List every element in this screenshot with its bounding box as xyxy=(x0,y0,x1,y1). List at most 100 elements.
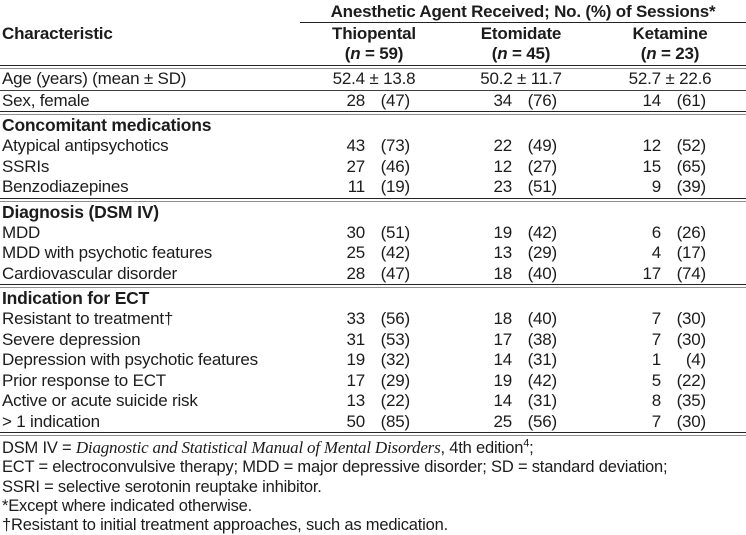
cell-value: 50 (85) xyxy=(300,412,448,432)
cell-count: 22 xyxy=(493,136,512,156)
cell-percent: (53) xyxy=(380,329,411,349)
cell-value: 33 (56) xyxy=(300,309,448,329)
cell-percent: (30) xyxy=(676,329,707,349)
cell-value: 5 (22) xyxy=(594,371,746,391)
cell-percent: (74) xyxy=(676,263,707,283)
cell-value: 14 (61) xyxy=(594,91,746,111)
cell-count: 28 xyxy=(346,90,365,110)
cell-count: 4 xyxy=(651,243,661,263)
section-separator-rule xyxy=(0,284,746,288)
cell-count: 23 xyxy=(493,177,512,197)
cell-count: 18 xyxy=(493,263,512,283)
row-label: Depression with psychotic features xyxy=(2,350,258,369)
table-row: Cardiovascular disorder 28 (47) 18 (40) 17 (74… xyxy=(0,264,746,285)
footnote-reference-superscript: 4 xyxy=(523,437,530,450)
column-header-etomidate: Etomidate (n = 45) xyxy=(448,24,594,64)
cell-value: 25 (56) xyxy=(448,412,594,432)
table-row: Atypical antipsychotics 43 (73) 22 (49) 12 (52… xyxy=(0,136,746,157)
cell-count: 19 xyxy=(493,222,512,242)
cell-percent: (29) xyxy=(380,370,411,390)
cell-count: 7 xyxy=(651,309,661,329)
cell-count: 28 xyxy=(346,263,365,283)
cell-percent: (76) xyxy=(527,90,558,110)
cell-value: 28 (47) xyxy=(300,91,448,111)
cell-value: 27 (46) xyxy=(300,157,448,177)
cell-value: 4 (17) xyxy=(594,243,746,263)
cell-percent: (31) xyxy=(527,350,558,370)
span-header: Anesthetic Agent Received; No. (%) of Se… xyxy=(300,1,746,23)
cell-percent: (46) xyxy=(380,156,411,176)
column-header-ketamine: Ketamine (n = 23) xyxy=(594,24,746,64)
table-row: MDD with psychotic features 25 (42) 13 (29) 4… xyxy=(0,243,746,264)
cell-value: 18 (40) xyxy=(448,264,594,284)
cell-value: 14 (31) xyxy=(448,391,594,411)
cell-percent: (38) xyxy=(527,329,558,349)
cell-percent: (49) xyxy=(527,136,558,156)
cell-percent: (61) xyxy=(676,90,707,110)
row-label: Severe depression xyxy=(2,329,141,349)
cell-count: 12 xyxy=(493,156,512,176)
cell-percent: (19) xyxy=(380,177,411,197)
cell-value: 17 (29) xyxy=(300,371,448,391)
footnote-ssri: SSRI = selective serotonin reuptake inhi… xyxy=(2,477,322,496)
cell-percent: (39) xyxy=(676,177,707,197)
cell-count: 14 xyxy=(493,391,512,411)
cell-percent: (42) xyxy=(380,243,411,263)
cell-value: 7 (30) xyxy=(594,412,746,432)
cell-count: 11 xyxy=(347,177,365,197)
cell-value: 12 (52) xyxy=(594,136,746,156)
cell-count: 25 xyxy=(493,411,512,431)
cell-count: 6 xyxy=(651,222,661,242)
table-row: Benzodiazepines 11 (19) 23 (51) 9 (39) xyxy=(0,177,746,198)
section-separator-rule xyxy=(0,197,746,202)
cell-value: 17 (38) xyxy=(448,330,594,350)
table-body: Age (years) (mean ± SD) 52.4 ± 13.8 50.2 ±… xyxy=(0,69,746,436)
cell-value: 23 (51) xyxy=(448,177,594,197)
cell-value: 15 (65) xyxy=(594,157,746,177)
column-name: Ketamine xyxy=(632,24,708,43)
row-label: Resistant to treatment† xyxy=(2,309,174,328)
cell-percent: (47) xyxy=(380,263,411,283)
table-row: Active or acute suicide risk 13 (22) 14 (31)… xyxy=(0,391,746,412)
row-label: Prior response to ECT xyxy=(2,370,166,390)
column-header-row: Characteristic Thiopental (n = 59) Etomi… xyxy=(0,23,746,65)
cell-value: 18 (40) xyxy=(448,309,594,329)
cell-percent: (30) xyxy=(676,411,707,431)
span-header-row: Anesthetic Agent Received; No. (%) of Se… xyxy=(0,0,746,23)
cell-count: 8 xyxy=(651,391,661,411)
cell-value: 17 (74) xyxy=(594,264,746,284)
cell-percent: (56) xyxy=(380,309,411,329)
row-label: MDD xyxy=(2,222,41,242)
cell-count: 43 xyxy=(346,136,365,156)
cell-value: 1 (4) xyxy=(594,350,746,370)
cell-count: 14 xyxy=(493,350,512,370)
cell-value: 22 (49) xyxy=(448,136,594,156)
cell-percent: (42) xyxy=(527,370,558,390)
cell-value: 25 (42) xyxy=(300,243,448,263)
cell-value: 52.7 ± 22.6 xyxy=(628,69,712,89)
cell-count: 25 xyxy=(346,243,365,263)
table-row: Sex, female 28 (47) 34 (76) 14 (61) xyxy=(0,91,746,112)
footnotes: DSM IV = Diagnostic and Statistical Manu… xyxy=(0,436,746,535)
row-label: MDD with psychotic features xyxy=(2,243,213,262)
cell-percent: (22) xyxy=(676,370,707,390)
table-row: SSRIs 27 (46) 12 (27) 15 (65) xyxy=(0,157,746,178)
cell-percent: (29) xyxy=(527,243,558,263)
cell-value: 34 (76) xyxy=(448,91,594,111)
characteristic-header: Characteristic xyxy=(2,24,113,43)
cell-count: 1 xyxy=(651,350,661,370)
section-separator-rule xyxy=(0,111,746,115)
footnote-dsm: DSM IV = Diagnostic and Statistical Manu… xyxy=(2,438,746,458)
row-label: Active or acute suicide risk xyxy=(2,391,198,410)
row-label: SSRIs xyxy=(2,156,50,176)
cell-count: 18 xyxy=(493,309,512,329)
cell-percent: (52) xyxy=(676,136,707,156)
footnote-dagger: †Resistant to initial treatment approach… xyxy=(2,516,448,535)
column-header-thiopental: Thiopental (n = 59) xyxy=(300,24,448,64)
cell-count: 13 xyxy=(346,391,365,411)
column-n: (n = 59) xyxy=(344,44,404,63)
cell-percent: (85) xyxy=(380,411,411,431)
cell-percent: (35) xyxy=(676,391,707,411)
cell-value: 28 (47) xyxy=(300,264,448,284)
